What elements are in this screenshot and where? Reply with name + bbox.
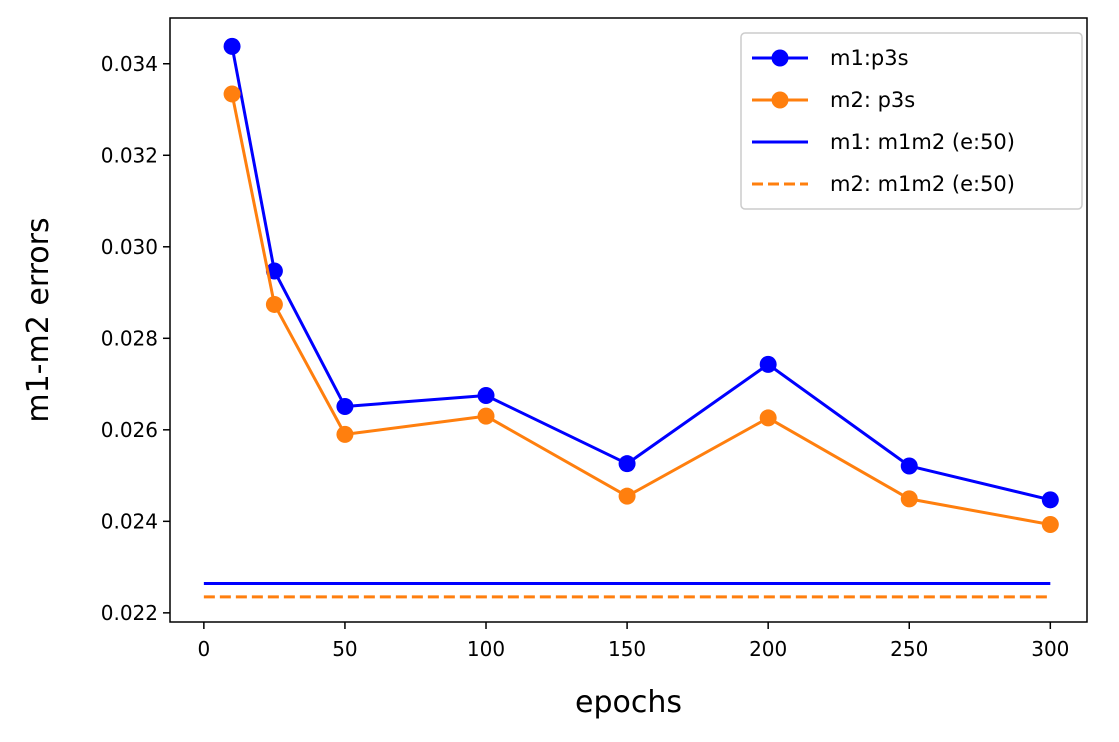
data-point: [477, 387, 495, 404]
y-tick-label: 0.030: [101, 235, 158, 259]
legend-entry: m2: p3s: [752, 88, 915, 112]
data-point: [336, 397, 354, 415]
y-tick-label: 0.024: [101, 509, 158, 533]
data-point: [223, 85, 241, 103]
y-tick-label: 0.034: [101, 52, 158, 76]
y-tick-label: 0.022: [101, 601, 158, 625]
x-tick-label: 0: [197, 637, 210, 661]
series-layer: [203, 37, 1059, 599]
series-1: [223, 85, 1059, 534]
y-tick-label: 0.026: [101, 418, 158, 442]
series-line: [230, 93, 1051, 527]
x-axis: 0 50 100 150 200 250 300: [197, 622, 1069, 661]
data-point: [759, 409, 777, 427]
plot-area-frame: [169, 17, 1088, 623]
data-point: [265, 262, 283, 280]
data-point: [1041, 516, 1059, 534]
data-point: [1041, 491, 1059, 509]
series-line: [230, 46, 1051, 502]
y-axis-label: m1-m2 errors: [21, 217, 56, 422]
y-tick-label: 0.032: [101, 143, 158, 167]
data-point: [336, 425, 354, 443]
legend-label: m1: m1m2 (e:50): [830, 130, 1015, 154]
legend-label: m1:p3s: [830, 46, 909, 70]
legend-entry: m1: m1m2 (e:50): [752, 130, 1015, 154]
legend-label: m2: p3s: [830, 88, 915, 112]
data-point: [759, 355, 777, 373]
y-tick-label: 0.028: [101, 326, 158, 350]
data-point: [618, 455, 636, 473]
y-axis: 0.022 0.024 0.026 0.028 0.030 0.032 0.034: [101, 52, 170, 625]
data-point: [900, 490, 918, 508]
data-point: [618, 487, 636, 505]
x-tick-label: 100: [467, 637, 505, 661]
data-point: [477, 407, 495, 425]
series-0: [223, 37, 1059, 509]
legend-marker: [771, 49, 789, 67]
x-tick-label: 300: [1031, 637, 1069, 661]
x-axis-label: epochs: [575, 685, 682, 720]
x-tick-label: 150: [608, 637, 646, 661]
x-tick-label: 250: [890, 637, 928, 661]
legend-label: m2: m1m2 (e:50): [830, 172, 1015, 196]
legend-entry: m2: m1m2 (e:50): [752, 172, 1015, 196]
data-point: [223, 37, 241, 55]
data-point: [900, 457, 918, 475]
legend-entry: m1:p3s: [752, 46, 909, 70]
data-point: [265, 295, 283, 313]
legend-box: [740, 32, 1083, 210]
x-tick-label: 50: [332, 637, 357, 661]
legend: m1:p3s m2: p3s m1: m1m2 (e:50) m2: m1m2 (e:…: [740, 32, 1083, 210]
x-tick-label: 200: [749, 637, 787, 661]
legend-marker: [771, 91, 789, 109]
